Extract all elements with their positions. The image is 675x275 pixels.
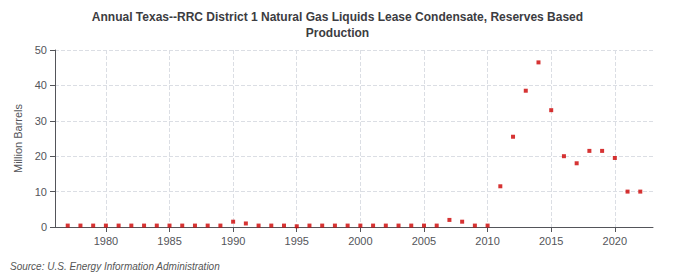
svg-text:30: 30 <box>35 115 47 127</box>
svg-text:1985: 1985 <box>157 235 181 247</box>
svg-text:Production: Production <box>306 26 369 40</box>
svg-text:2005: 2005 <box>412 235 436 247</box>
svg-text:Source: U.S. Energy Informatio: Source: U.S. Energy Information Administ… <box>10 261 220 272</box>
svg-text:40: 40 <box>35 79 47 91</box>
svg-text:0: 0 <box>41 221 47 233</box>
svg-text:20: 20 <box>35 150 47 162</box>
svg-text:Annual Texas--RRC District 1 N: Annual Texas--RRC District 1 Natural Gas… <box>92 10 583 24</box>
svg-text:1980: 1980 <box>94 235 118 247</box>
svg-text:2020: 2020 <box>603 235 627 247</box>
svg-text:2000: 2000 <box>348 235 372 247</box>
svg-text:10: 10 <box>35 186 47 198</box>
svg-text:2015: 2015 <box>539 235 563 247</box>
svg-text:1995: 1995 <box>285 235 309 247</box>
svg-text:2010: 2010 <box>475 235 499 247</box>
svg-text:50: 50 <box>35 44 47 56</box>
svg-text:1990: 1990 <box>221 235 245 247</box>
svg-text:Million Barrels: Million Barrels <box>12 103 24 173</box>
